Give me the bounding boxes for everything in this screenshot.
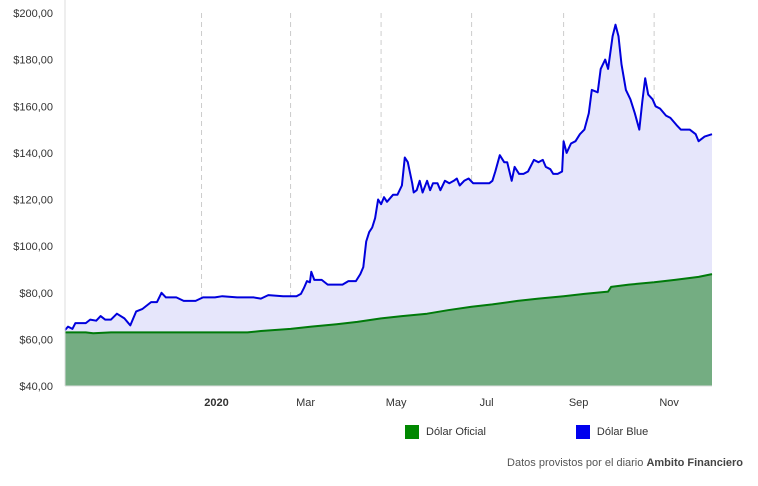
x-tick-label: Jul	[480, 397, 494, 409]
source-name: Ambito Financiero	[646, 457, 743, 469]
y-tick-label: $140,00	[13, 148, 53, 160]
x-tick-label: Nov	[659, 397, 679, 409]
y-tick-label: $180,00	[13, 55, 53, 67]
y-tick-label: $60,00	[19, 334, 53, 346]
legend-label-blue: Dólar Blue	[596, 426, 649, 438]
legend-label-oficial: Dólar Oficial	[426, 426, 486, 438]
y-tick-label: $100,00	[13, 241, 53, 253]
series-line-oficial	[65, 273, 713, 335]
legend-item-blue[interactable]: Dólar Blue	[575, 425, 649, 439]
series-line-blue	[64, 23, 713, 331]
x-tick-label: Mar	[296, 397, 315, 409]
source-prefix: Datos provistos por el diario	[507, 457, 647, 469]
y-tick-label: $40,00	[19, 381, 53, 393]
x-tick-label: 2020	[204, 397, 228, 409]
source-credit: Datos provistos por el diario Ambito Fin…	[507, 457, 743, 469]
series-areas	[65, 24, 712, 386]
axes	[64, 0, 712, 387]
y-tick-label: $80,00	[19, 288, 53, 300]
legend-swatch-oficial	[405, 425, 419, 439]
legend: Dólar Oficial Dólar Blue	[405, 425, 648, 439]
series-area-oficial	[65, 274, 712, 386]
x-tick-label: Sep	[569, 397, 589, 409]
legend-swatch-blue	[575, 425, 590, 439]
y-tick-label: $200,00	[13, 8, 53, 20]
legend-item-oficial[interactable]: Dólar Oficial	[405, 425, 486, 439]
x-axis-tick-labels: 2020 Mar May Jul Sep Nov	[204, 397, 679, 409]
series-area-blue	[65, 24, 712, 386]
chart: $40,00 $60,00 $80,00 $100,00 $120,00 $140,00 $…	[13, 0, 713, 409]
x-tick-label: May	[386, 397, 407, 409]
series-lines	[64, 23, 713, 335]
y-tick-label: $160,00	[13, 101, 53, 113]
y-tick-label: $120,00	[13, 195, 53, 207]
y-axis-tick-labels: $40,00 $60,00 $80,00 $100,00 $120,00 $140,00 $…	[13, 8, 53, 393]
